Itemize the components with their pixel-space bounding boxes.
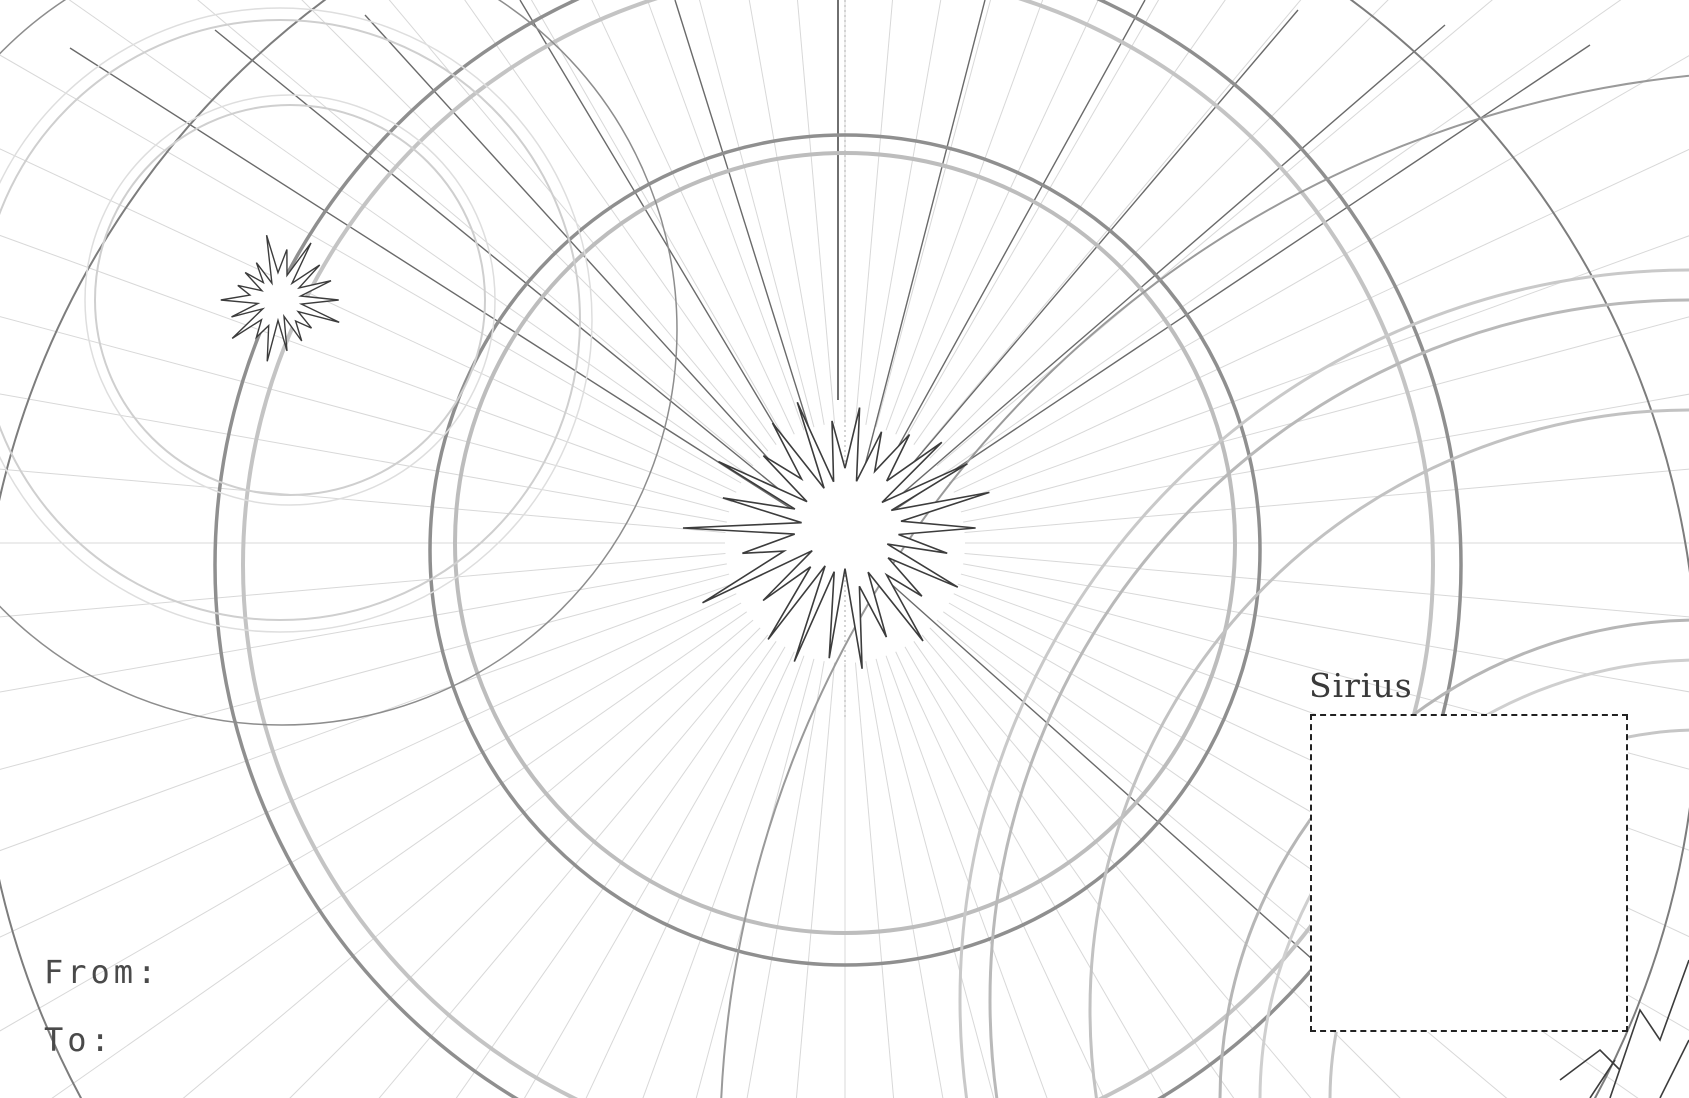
secondary-star-rings (0, 0, 678, 726)
faint-ray (0, 316, 730, 513)
strong-ray (859, 0, 986, 486)
faint-ray (182, 619, 754, 1098)
faint-ray (0, 573, 730, 770)
right-arc-2 (958, 268, 1689, 1098)
faint-ray (0, 393, 727, 523)
faint-ray (748, 0, 825, 425)
secondary-star-burst (220, 234, 340, 362)
small-ring-5 (0, 0, 678, 726)
strong-ray (889, 24, 1446, 505)
faint-ray (523, 646, 786, 1098)
faint-ray (795, 662, 836, 1098)
faint-ray (964, 468, 1689, 534)
faint-ray (796, 0, 836, 424)
faint-ray (929, 0, 1389, 459)
right-arc-1 (988, 298, 1689, 1098)
faint-ray (875, 0, 992, 428)
faint-ray (895, 651, 1105, 1098)
faint-ray (913, 641, 1235, 1098)
faint-ray (943, 0, 1622, 475)
main-star-burst (682, 401, 990, 669)
faint-ray (378, 634, 769, 1098)
strong-ray (519, 0, 815, 492)
faint-ray (921, 634, 1312, 1098)
main-star-shape (682, 401, 990, 669)
strong-ray (69, 47, 795, 512)
strong-ray (873, 0, 1146, 491)
faint-ray (885, 0, 1044, 431)
faint-ray (464, 0, 777, 445)
corner-star-stroke (1659, 1039, 1689, 1098)
faint-ray (929, 627, 1401, 1098)
faint-ray (936, 0, 1493, 467)
faint-ray (854, 0, 894, 424)
faint-ray (921, 0, 1302, 452)
faint-ray (0, 583, 733, 852)
secondary-star-shape (220, 234, 340, 362)
strong-ray (883, 9, 1299, 498)
faint-ray (0, 552, 726, 618)
faint-ray (0, 602, 742, 1032)
faint-ray (854, 662, 895, 1098)
faint-ray (455, 641, 777, 1098)
right-arc-3 (1088, 408, 1689, 1098)
faint-ray (642, 655, 805, 1098)
faint-ray (591, 0, 795, 435)
strong-ray (214, 29, 799, 506)
strong-ray (674, 0, 828, 486)
faint-ray (960, 316, 1689, 513)
faint-ray (301, 0, 761, 459)
stamp-placeholder-box (1310, 714, 1628, 1032)
faint-ray (698, 0, 815, 428)
strong-ray (889, 582, 1331, 976)
faint-ray (865, 661, 944, 1098)
faint-ray (875, 658, 995, 1098)
faint-ray (585, 651, 795, 1098)
faint-ray (904, 0, 1160, 440)
faint-ray (746, 661, 825, 1098)
small-ring-2 (84, 94, 496, 506)
faint-ray (0, 54, 742, 484)
corner-star-burst (1559, 959, 1689, 1098)
faint-ray (0, 593, 737, 938)
small-ring-3 (0, 19, 581, 621)
faint-ray (963, 563, 1689, 693)
from-label: From: (44, 953, 161, 991)
corner-star-stroke (1609, 959, 1689, 1098)
main-ring-2 (428, 133, 1262, 967)
faint-ray (895, 0, 1099, 435)
faint-ray (0, 468, 726, 534)
right-arcs (720, 75, 1689, 1098)
star-name-label: Sirius (1309, 666, 1413, 705)
to-label: To: (44, 1021, 114, 1059)
main-ring-inner (453, 151, 1237, 935)
faint-ray (885, 655, 1048, 1098)
faint-ray (51, 611, 747, 1098)
small-ring-1 (94, 104, 486, 496)
faint-ray (964, 552, 1689, 618)
faint-ray (388, 0, 769, 452)
main-ring-4 (213, 0, 1463, 1098)
faint-ray (289, 627, 761, 1098)
strong-ray-lines (69, 0, 1591, 976)
strong-ray (894, 44, 1591, 511)
faint-ray (197, 0, 754, 467)
faint-ray (0, 234, 733, 503)
main-ring-3 (241, 0, 1435, 1098)
faint-ray (646, 0, 805, 431)
small-ring-4 (0, 7, 593, 633)
faint-ray (530, 0, 786, 440)
faint-ray (948, 55, 1689, 484)
faint-ray (0, 148, 737, 493)
faint-ray (953, 148, 1689, 493)
faint-ray (963, 393, 1689, 523)
faint-ray (865, 0, 942, 425)
faint-ray (913, 0, 1226, 445)
corner-star-stroke (1589, 1059, 1616, 1098)
faint-ray (0, 563, 727, 693)
